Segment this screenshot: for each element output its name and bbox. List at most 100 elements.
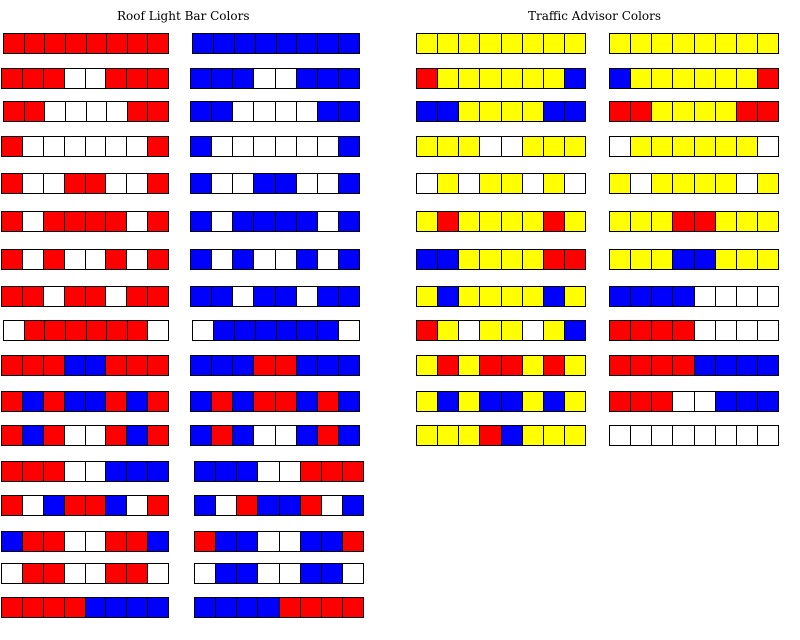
light-cell <box>459 426 481 445</box>
light-cell <box>148 137 168 156</box>
light-cell <box>195 598 217 617</box>
light-cell <box>501 250 523 269</box>
ta-left-bar-1 <box>416 33 586 54</box>
ta-left-bar-4 <box>416 136 586 157</box>
light-cell <box>106 598 128 617</box>
light-cell <box>417 137 439 156</box>
light-cell <box>543 137 565 156</box>
light-cell <box>501 137 523 156</box>
ta-right-bar-9 <box>609 320 779 341</box>
light-cell <box>543 392 565 411</box>
light-cell <box>673 426 695 445</box>
light-cell <box>254 137 276 156</box>
light-cell <box>2 250 23 269</box>
roof-left-bar-12 <box>1 425 169 446</box>
light-cell <box>22 69 44 88</box>
light-cell <box>480 174 502 193</box>
light-cell <box>275 102 297 121</box>
light-cell <box>715 34 737 53</box>
light-cell <box>43 287 65 306</box>
light-cell <box>2 392 23 411</box>
light-cell <box>212 426 234 445</box>
light-cell <box>543 34 565 53</box>
roof-right-bar-6 <box>190 211 360 232</box>
light-cell <box>652 69 674 88</box>
light-cell <box>757 392 778 411</box>
light-cell <box>296 250 318 269</box>
light-cell <box>438 174 460 193</box>
light-cell <box>321 532 343 551</box>
light-cell <box>85 426 107 445</box>
light-cell <box>459 392 481 411</box>
light-cell <box>2 287 23 306</box>
roof-left-bar-8 <box>1 286 169 307</box>
light-cell <box>652 174 674 193</box>
light-cell <box>757 356 778 375</box>
roof-right-bar-15 <box>194 531 364 552</box>
light-cell <box>237 564 259 583</box>
light-cell <box>22 250 44 269</box>
light-cell <box>216 532 238 551</box>
light-cell <box>652 321 674 340</box>
light-cell <box>438 356 460 375</box>
light-cell <box>22 462 44 481</box>
light-cell <box>85 496 107 515</box>
roof-right-bar-11 <box>190 391 360 412</box>
light-cell <box>279 532 301 551</box>
traffic-advisor-title: Traffic Advisor Colors <box>528 9 662 23</box>
light-cell <box>339 321 359 340</box>
light-cell <box>216 462 238 481</box>
light-cell <box>338 174 359 193</box>
ta-left-bar-12 <box>416 425 586 446</box>
light-cell <box>564 287 585 306</box>
light-cell <box>65 321 87 340</box>
light-cell <box>258 532 280 551</box>
light-cell <box>85 212 107 231</box>
light-cell <box>317 250 339 269</box>
light-cell <box>342 532 363 551</box>
light-cell <box>501 321 523 340</box>
light-cell <box>736 392 758 411</box>
light-cell <box>757 174 778 193</box>
light-cell <box>24 321 46 340</box>
light-cell <box>736 426 758 445</box>
ta-right-bar-1 <box>609 33 779 54</box>
light-cell <box>86 102 108 121</box>
light-cell <box>564 321 585 340</box>
light-cell <box>564 69 585 88</box>
light-cell <box>127 137 149 156</box>
light-cell <box>43 250 65 269</box>
light-cell <box>279 496 301 515</box>
light-cell <box>212 212 234 231</box>
light-cell <box>106 250 128 269</box>
light-cell <box>501 426 523 445</box>
light-cell <box>275 426 297 445</box>
light-cell <box>610 34 632 53</box>
light-cell <box>317 356 339 375</box>
light-cell <box>564 174 585 193</box>
roof-right-bar-4 <box>190 136 360 157</box>
ta-right-bar-2 <box>609 68 779 89</box>
light-cell <box>275 250 297 269</box>
roof-right-bar-5 <box>190 173 360 194</box>
light-cell <box>254 250 276 269</box>
light-cell <box>85 137 107 156</box>
light-cell <box>255 321 277 340</box>
roof-right-bar-9 <box>192 320 360 341</box>
light-cell <box>694 287 716 306</box>
light-cell <box>715 137 737 156</box>
light-cell <box>522 356 544 375</box>
light-cell <box>148 426 168 445</box>
light-cell <box>212 392 234 411</box>
light-cell <box>317 212 339 231</box>
light-cell <box>296 426 318 445</box>
light-cell <box>24 34 46 53</box>
light-cell <box>736 137 758 156</box>
roof-left-bar-17 <box>1 597 169 618</box>
roof-left-bar-7 <box>1 249 169 270</box>
light-cell <box>631 212 653 231</box>
light-cell <box>459 356 481 375</box>
light-cell <box>64 564 86 583</box>
light-cell <box>694 321 716 340</box>
light-cell <box>673 137 695 156</box>
